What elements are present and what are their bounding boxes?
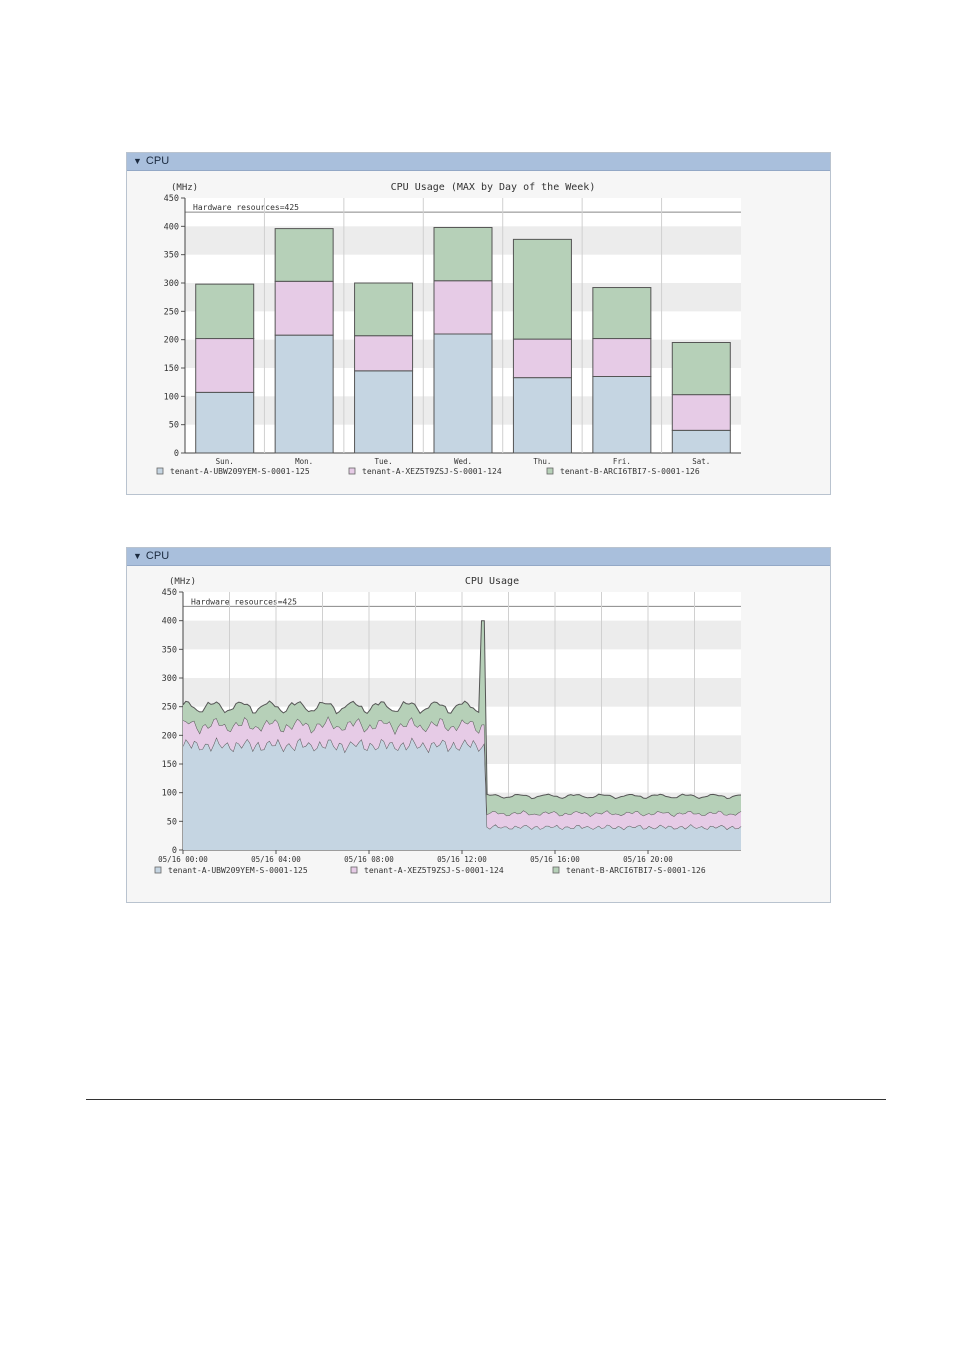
legend-label: tenant-B-ARCI6TBI7-S-0001-126 xyxy=(560,467,700,476)
bar-segment xyxy=(195,338,255,393)
cpu-usage-area-chart: 0 50 100 150 200 250 300 350 400 450 Hardware reso… xyxy=(154,576,742,875)
legend-swatch xyxy=(546,467,554,475)
legend-label: tenant-A-XEZ5T9ZSJ-S-0001-124 xyxy=(364,866,504,875)
y-tick-label: 200 xyxy=(162,731,177,741)
bar-segment xyxy=(433,333,493,454)
y-unit-label: (MHz) xyxy=(169,577,196,587)
cpu-weekday-bar-chart: 0 50 100 150 200 250 300 350 400 450 Hardware reso… xyxy=(156,182,741,476)
legend-label: tenant-B-ARCI6TBI7-S-0001-126 xyxy=(566,866,706,875)
chart-title: CPU Usage (MAX by Day of the Week) xyxy=(391,182,596,193)
cpu-panel-by-day: ▼ CPU 0 50 100 150 200 250 300 350 400 450 Hardware… xyxy=(126,152,831,495)
y-tick-label: 50 xyxy=(167,817,177,827)
threshold-label: Hardware resources=425 xyxy=(191,597,297,606)
bar-segment xyxy=(354,282,414,337)
legend-swatch xyxy=(348,467,356,475)
legend-label: tenant-A-UBW209YEM-S-0001-125 xyxy=(170,467,310,476)
y-tick-label: 450 xyxy=(162,588,177,598)
area-series-line xyxy=(182,620,742,800)
bar-segment xyxy=(433,226,493,282)
x-tick-label: 05/16 16:00 xyxy=(530,855,580,864)
threshold-label: Hardware resources=425 xyxy=(193,203,299,212)
y-tick-label: 250 xyxy=(164,307,179,317)
y-unit-label: (MHz) xyxy=(171,183,198,193)
legend-swatch xyxy=(350,866,358,874)
bar-segment xyxy=(195,391,255,454)
bar-segment xyxy=(512,238,572,340)
x-tick-label: Mon. xyxy=(295,457,313,466)
bar-segment xyxy=(433,280,493,335)
bar-segment xyxy=(592,338,652,378)
bar-segment xyxy=(354,335,414,372)
y-tick-label: 250 xyxy=(162,703,177,713)
legend-swatch xyxy=(156,467,164,475)
y-tick-label: 300 xyxy=(164,279,179,289)
bar-segment xyxy=(195,283,255,340)
y-tick-label: 400 xyxy=(164,222,179,232)
y-tick-label: 400 xyxy=(162,617,177,627)
y-tick-label: 350 xyxy=(162,645,177,655)
x-tick-label: 05/16 00:00 xyxy=(158,855,208,864)
panel-title: CPU xyxy=(145,155,170,167)
bar-segment xyxy=(274,228,334,282)
y-tick-label: 200 xyxy=(164,336,179,346)
x-tick-label: Tue. xyxy=(375,457,393,466)
bar-segment xyxy=(274,334,334,454)
bar-segment xyxy=(512,377,572,454)
y-tick-label: 150 xyxy=(162,760,177,770)
y-tick-label: 300 xyxy=(162,674,177,684)
area-series xyxy=(183,620,741,817)
y-tick-label: 0 xyxy=(172,846,177,856)
y-tick-label: 100 xyxy=(162,789,177,799)
collapse-triangle-icon[interactable]: ▼ xyxy=(133,156,142,166)
cpu-panel-timeline: ▼ CPU 0 50 100 150 200 250 300 350 400 450 Hardware… xyxy=(126,547,831,903)
x-tick-label: 05/16 12:00 xyxy=(437,855,487,864)
legend-swatch xyxy=(154,866,162,874)
y-tick-label: 50 xyxy=(169,421,179,431)
bar-segment xyxy=(592,287,652,340)
bar-segment xyxy=(671,394,731,431)
panel-title: CPU xyxy=(145,550,170,562)
x-tick-label: Wed. xyxy=(454,457,472,466)
area-series xyxy=(183,737,741,850)
x-tick-label: Sun. xyxy=(216,457,234,466)
x-tick-label: 05/16 20:00 xyxy=(623,855,673,864)
cpu-panel-header[interactable]: ▼ CPU xyxy=(127,153,830,171)
bar-segment xyxy=(274,280,334,336)
cpu-panel-header[interactable]: ▼ CPU xyxy=(127,548,830,566)
chart-title: CPU Usage xyxy=(465,576,519,587)
collapse-triangle-icon[interactable]: ▼ xyxy=(133,551,142,561)
page-divider xyxy=(86,1099,886,1100)
bar-segment xyxy=(592,376,652,454)
y-tick-label: 350 xyxy=(164,251,179,261)
bar-segment xyxy=(671,342,731,396)
y-tick-label: 100 xyxy=(164,392,179,402)
y-tick-label: 0 xyxy=(174,449,179,459)
x-tick-label: 05/16 04:00 xyxy=(251,855,301,864)
bar-segment xyxy=(671,429,731,454)
bar-segment xyxy=(512,338,572,379)
x-tick-label: 05/16 08:00 xyxy=(344,855,394,864)
legend-swatch xyxy=(552,866,560,874)
legend-label: tenant-A-XEZ5T9ZSJ-S-0001-124 xyxy=(362,467,502,476)
bar-segment xyxy=(354,370,414,454)
area-series xyxy=(183,716,741,830)
x-tick-label: Thu. xyxy=(533,457,551,466)
y-tick-label: 450 xyxy=(164,194,179,204)
x-tick-label: Sat. xyxy=(692,457,710,466)
x-tick-label: Fri. xyxy=(613,457,631,466)
legend-label: tenant-A-UBW209YEM-S-0001-125 xyxy=(168,866,308,875)
y-tick-label: 150 xyxy=(164,364,179,374)
